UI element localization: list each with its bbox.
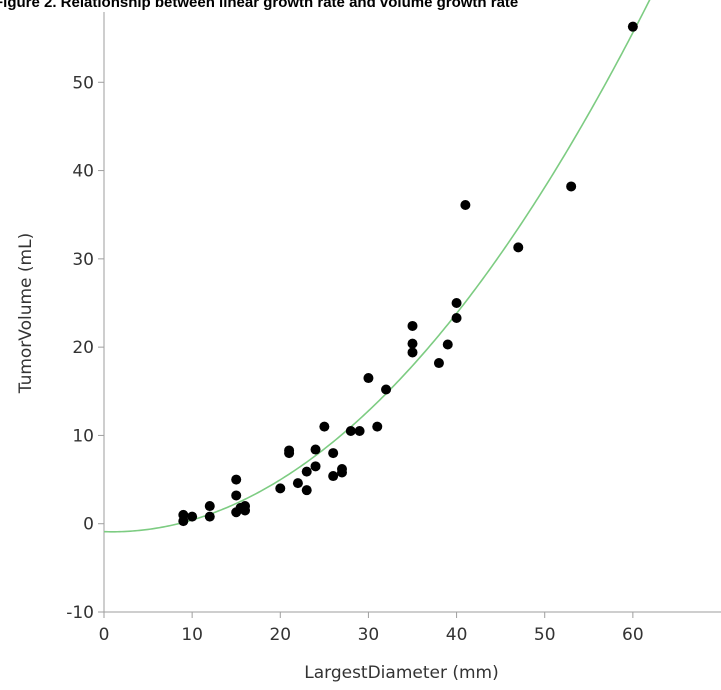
- data-point: [204, 511, 215, 522]
- fit-curve: [103, 0, 651, 533]
- x-axis-ticks: 0 10 20 30 40 50 60: [99, 612, 644, 645]
- data-point: [275, 483, 286, 494]
- data-point: [178, 509, 189, 520]
- data-point: [451, 298, 462, 308]
- x-tick-label: 30: [358, 625, 380, 645]
- data-point: [301, 485, 312, 496]
- data-point: [460, 200, 471, 210]
- chart-title: Figure 2. Relationship between linear gr…: [0, 0, 519, 11]
- data-point: [451, 313, 462, 324]
- y-tick-label: 10: [72, 426, 94, 446]
- data-point: [310, 444, 321, 455]
- data-point: [442, 339, 453, 350]
- data-point: [231, 474, 242, 485]
- x-tick-label: 50: [534, 625, 556, 645]
- y-tick-label: 50: [72, 73, 94, 93]
- y-tick-label: 0: [83, 515, 94, 535]
- data-point: [187, 511, 198, 522]
- data-point: [345, 426, 356, 437]
- y-tick-label: 30: [72, 250, 94, 270]
- data-point: [372, 421, 383, 432]
- data-point: [301, 466, 312, 477]
- y-axis-title: TumorVolume (mL): [16, 233, 36, 394]
- data-point: [292, 478, 303, 489]
- x-tick-label: 20: [269, 625, 291, 645]
- data-point: [328, 448, 339, 459]
- x-tick-label: 60: [622, 625, 644, 645]
- data-point: [310, 461, 321, 472]
- data-point: [627, 21, 638, 32]
- data-point: [240, 501, 251, 512]
- data-point: [566, 181, 577, 192]
- y-tick-label: -10: [66, 603, 94, 623]
- x-axis-title: LargestDiameter (mm): [304, 663, 499, 683]
- y-tick-label: 40: [72, 162, 94, 182]
- data-point: [328, 471, 339, 482]
- data-point: [407, 347, 418, 358]
- data-point: [319, 421, 330, 432]
- data-point: [231, 490, 242, 501]
- data-points: [178, 21, 638, 527]
- data-point: [204, 501, 215, 512]
- data-point: [284, 445, 295, 456]
- data-point: [354, 426, 365, 437]
- x-tick-label: 40: [446, 625, 468, 645]
- data-point: [407, 338, 418, 349]
- x-tick-label: 10: [181, 625, 203, 645]
- data-point: [336, 463, 347, 474]
- data-point: [407, 320, 418, 331]
- data-point: [363, 373, 374, 384]
- y-tick-label: 20: [72, 338, 94, 358]
- axes: [103, 12, 721, 613]
- data-point: [433, 358, 444, 369]
- data-point: [513, 242, 524, 253]
- x-tick-label: 0: [99, 625, 110, 645]
- y-axis-ticks: -10 0 10 20 30 40 50: [66, 73, 104, 623]
- data-point: [381, 384, 392, 395]
